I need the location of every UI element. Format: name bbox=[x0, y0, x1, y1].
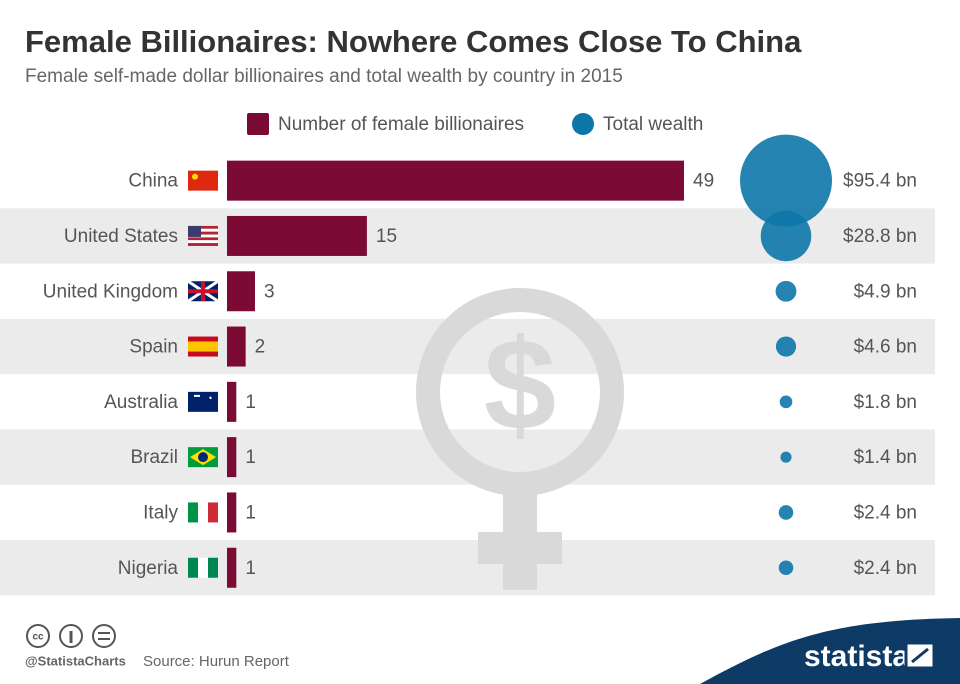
credit: @StatistaCharts bbox=[25, 653, 126, 668]
bar bbox=[227, 437, 237, 478]
bubble bbox=[778, 560, 794, 576]
bubble-value-label: $1.4 bn bbox=[854, 447, 917, 468]
bar-value-label: 49 bbox=[693, 171, 714, 192]
category-label: United Kingdom bbox=[43, 281, 178, 302]
bubble-value-label: $4.6 bn bbox=[854, 337, 917, 358]
bar bbox=[227, 326, 246, 367]
flag bbox=[188, 237, 218, 241]
flag bbox=[188, 557, 198, 578]
cc-icons bbox=[26, 624, 116, 648]
category-label: United States bbox=[64, 226, 178, 247]
bar-value-label: 15 bbox=[376, 226, 397, 247]
bubble bbox=[740, 134, 832, 227]
flag bbox=[188, 336, 218, 342]
flag bbox=[188, 228, 218, 232]
bubble bbox=[760, 210, 812, 262]
bubble bbox=[775, 336, 797, 357]
flag bbox=[188, 170, 218, 191]
flag bbox=[188, 341, 218, 347]
bar-value-label: 1 bbox=[245, 392, 256, 413]
flag bbox=[188, 502, 198, 523]
flag bbox=[198, 502, 208, 523]
category-label: Italy bbox=[143, 502, 178, 523]
chart-title: Female Billionaires: Nowhere Comes Close… bbox=[25, 24, 802, 59]
bubble-value-label: $28.8 bn bbox=[843, 226, 917, 247]
source: Source: Hurun Report bbox=[143, 653, 290, 670]
flag bbox=[194, 394, 212, 400]
bubble-value-label: $95.4 bn bbox=[843, 171, 917, 192]
chart-subtitle: Female self-made dollar billionaires and… bbox=[25, 66, 623, 87]
brand-wedge bbox=[700, 618, 960, 684]
bubble-value-label: $4.9 bn bbox=[854, 281, 917, 302]
bar bbox=[227, 381, 237, 422]
bar-value-label: 1 bbox=[245, 502, 256, 523]
legend-swatch bbox=[247, 113, 269, 135]
flag bbox=[208, 502, 218, 523]
flag bbox=[198, 557, 208, 578]
flag bbox=[188, 231, 218, 235]
bar bbox=[227, 160, 684, 201]
brand-logo bbox=[904, 641, 936, 670]
flag bbox=[188, 240, 218, 244]
bar bbox=[227, 547, 237, 588]
bar-value-label: 3 bbox=[264, 281, 275, 302]
flag bbox=[188, 351, 218, 357]
bar-value-label: 1 bbox=[245, 447, 256, 468]
flag bbox=[192, 173, 198, 180]
flag bbox=[188, 346, 218, 352]
bubble-value-label: $2.4 bn bbox=[854, 502, 917, 523]
bubble bbox=[779, 395, 793, 409]
flag bbox=[188, 281, 218, 302]
category-label: Nigeria bbox=[118, 558, 179, 579]
flag bbox=[208, 557, 218, 578]
category-label: China bbox=[128, 171, 178, 192]
flag bbox=[188, 225, 218, 229]
bar bbox=[227, 215, 367, 256]
bubble-value-label: $1.8 bn bbox=[854, 392, 917, 413]
flag bbox=[188, 225, 201, 237]
bar-value-label: 2 bbox=[255, 337, 266, 358]
category-label: Spain bbox=[129, 337, 178, 358]
legend-label: Total wealth bbox=[603, 114, 703, 135]
watermark-dollar: $ bbox=[484, 311, 556, 457]
bar-value-label: 1 bbox=[245, 558, 256, 579]
bubble-value-label: $2.4 bn bbox=[854, 558, 917, 579]
flag bbox=[188, 243, 218, 246]
category-label: Brazil bbox=[130, 447, 178, 468]
bubble bbox=[775, 280, 797, 302]
watermark-cross bbox=[478, 532, 562, 564]
brand: statista bbox=[804, 640, 909, 673]
bar bbox=[227, 492, 237, 533]
flag bbox=[188, 391, 218, 412]
flag bbox=[188, 234, 218, 238]
legend-swatch bbox=[572, 113, 594, 135]
bar bbox=[227, 271, 255, 312]
bubble bbox=[778, 505, 794, 520]
flag bbox=[198, 452, 208, 463]
category-label: Australia bbox=[104, 392, 178, 413]
bubble bbox=[780, 451, 792, 463]
cc-text: cc bbox=[32, 632, 44, 643]
legend-label: Number of female billionaires bbox=[278, 114, 524, 135]
